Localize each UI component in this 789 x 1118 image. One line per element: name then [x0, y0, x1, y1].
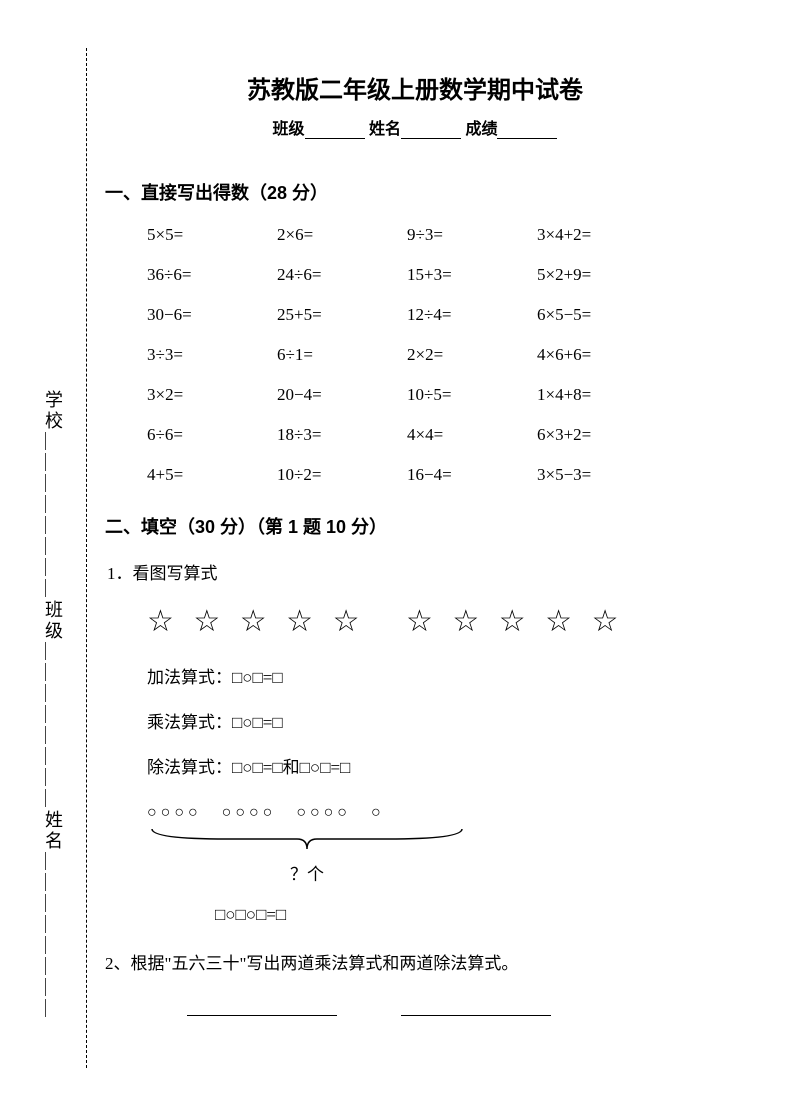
- row-6: 4+5= 10÷2= 16−4= 3×5−3=: [147, 465, 725, 485]
- cell: 10÷2=: [277, 465, 407, 485]
- cell: 5×5=: [147, 225, 277, 245]
- cell: 3×4+2=: [537, 225, 687, 245]
- cell: 20−4=: [277, 385, 407, 405]
- cell: 6×5−5=: [537, 305, 687, 325]
- stars-right: ☆ ☆ ☆ ☆ ☆: [406, 605, 624, 638]
- section1-title: 一、直接写出得数（28 分）: [105, 179, 725, 205]
- div-formula: 除法算式：□○□=□和□○□=□: [147, 753, 725, 778]
- sidebar-school-label: 学校: [40, 390, 66, 432]
- cell: 1×4+8=: [537, 385, 687, 405]
- circle-groups: ○○○○ ○○○○ ○○○○ ○: [147, 798, 725, 822]
- q2-blanks: [187, 1000, 725, 1021]
- row-4: 3×2= 20−4= 10÷5= 1×4+8=: [147, 385, 725, 405]
- cell: 6÷1=: [277, 345, 407, 365]
- cell: 4+5=: [147, 465, 277, 485]
- cell: 12÷4=: [407, 305, 537, 325]
- fold-line: [86, 48, 87, 1068]
- mul-formula: 乘法算式：□○□=□: [147, 708, 725, 733]
- student-info-line: 班级 姓名 成绩: [105, 115, 725, 139]
- cell: 4×6+6=: [537, 345, 687, 365]
- brace-label: ？个: [147, 860, 467, 885]
- cell: 9÷3=: [407, 225, 537, 245]
- exam-title: 苏教版二年级上册数学期中试卷: [105, 70, 725, 105]
- info-class-blank[interactable]: [305, 123, 365, 139]
- q2-label: 2、根据"五六三十"写出两道乘法算式和两道除法算式。: [105, 949, 725, 974]
- q1-label: 1．看图写算式: [107, 559, 725, 584]
- cell: 4×4=: [407, 425, 537, 445]
- row-1: 36÷6= 24÷6= 15+3= 5×2+9=: [147, 265, 725, 285]
- brace-icon: [147, 824, 467, 854]
- stars-row: ☆ ☆ ☆ ☆ ☆ ☆ ☆ ☆ ☆ ☆: [147, 604, 725, 639]
- expression-line: □○□○□=□: [215, 905, 725, 925]
- cell: 5×2+9=: [537, 265, 687, 285]
- row-3: 3÷3= 6÷1= 2×2= 4×6+6=: [147, 345, 725, 365]
- cell: 6×3+2=: [537, 425, 687, 445]
- binding-sidebar: 学校＿＿＿＿＿＿＿＿班级＿＿＿＿＿＿＿＿姓名＿＿＿＿＿＿＿＿: [30, 60, 80, 1020]
- cell: 2×2=: [407, 345, 537, 365]
- info-score-label: 成绩: [465, 121, 497, 138]
- info-name-label: 姓名: [369, 121, 401, 138]
- cell: 16−4=: [407, 465, 537, 485]
- cell: 3×5−3=: [537, 465, 687, 485]
- sidebar-class-label: 班级: [40, 600, 66, 642]
- section2-title: 二、填空（30 分）（第 1 题 10 分）: [105, 513, 725, 539]
- info-name-blank[interactable]: [401, 123, 461, 139]
- sidebar-name-label: 姓名: [40, 810, 66, 852]
- info-class-label: 班级: [273, 121, 305, 138]
- cell: 2×6=: [277, 225, 407, 245]
- cell: 10÷5=: [407, 385, 537, 405]
- cell: 30−6=: [147, 305, 277, 325]
- cell: 3×2=: [147, 385, 277, 405]
- section1-grid: 5×5= 2×6= 9÷3= 3×4+2= 36÷6= 24÷6= 15+3= …: [147, 225, 725, 485]
- cell: 24÷6=: [277, 265, 407, 285]
- q2-blank-2[interactable]: [401, 1000, 551, 1016]
- brace-container: [147, 824, 487, 860]
- row-0: 5×5= 2×6= 9÷3= 3×4+2=: [147, 225, 725, 245]
- cell: 15+3=: [407, 265, 537, 285]
- row-5: 6÷6= 18÷3= 4×4= 6×3+2=: [147, 425, 725, 445]
- stars-left: ☆ ☆ ☆ ☆ ☆: [147, 605, 365, 638]
- q2-blank-1[interactable]: [187, 1000, 337, 1016]
- cell: 3÷3=: [147, 345, 277, 365]
- info-score-blank[interactable]: [497, 123, 557, 139]
- add-formula: 加法算式：□○□=□: [147, 663, 725, 688]
- cell: 6÷6=: [147, 425, 277, 445]
- cell: 36÷6=: [147, 265, 277, 285]
- cell: 25+5=: [277, 305, 407, 325]
- row-2: 30−6= 25+5= 12÷4= 6×5−5=: [147, 305, 725, 325]
- exam-content: 苏教版二年级上册数学期中试卷 班级 姓名 成绩 一、直接写出得数（28 分） 5…: [105, 70, 725, 1021]
- sidebar-labels: 学校＿＿＿＿＿＿＿＿班级＿＿＿＿＿＿＿＿姓名＿＿＿＿＿＿＿＿: [40, 60, 66, 1020]
- cell: 18÷3=: [277, 425, 407, 445]
